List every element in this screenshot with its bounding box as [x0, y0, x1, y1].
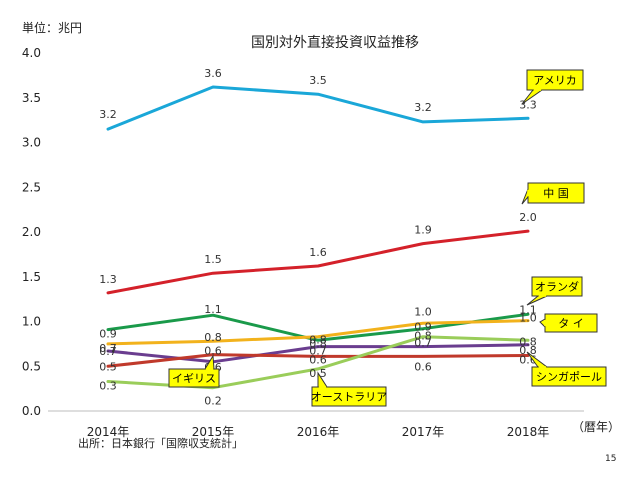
y-tick-label: 0.5 [22, 359, 41, 373]
data-label: 3.5 [309, 74, 327, 87]
series-line-5 [106, 353, 530, 368]
data-label: 1.5 [204, 253, 222, 266]
unit-label: 単位：兆円 [22, 20, 82, 35]
data-label: 0.5 [99, 360, 117, 373]
data-label: 0.7 [309, 345, 327, 358]
callout-box [531, 366, 607, 387]
y-tick-label: 3.0 [22, 136, 41, 150]
y-axis-ticks: 0.0 0.5 1.0 1.5 2.0 2.5 3.0 3.5 4.0 [22, 46, 41, 418]
data-label: 0.9 [414, 321, 432, 334]
callout-2: オランダ [526, 276, 583, 306]
y-tick-label: 2.5 [22, 180, 41, 194]
callout-4: シンガポール [526, 351, 607, 387]
data-label: 3.2 [414, 101, 432, 114]
callout-box [531, 276, 583, 297]
data-label: 0.8 [414, 330, 432, 343]
plot-area: 0.00.51.01.52.02.53.03.54.0 2014年 2015年 20… [22, 46, 607, 439]
legend-label: 中 国 [543, 187, 569, 200]
data-label: 0.7 [99, 345, 117, 358]
legend-label: シンガポール [536, 371, 602, 384]
callout-6: オーストラリア [311, 371, 387, 407]
legend-label: オーストラリア [311, 391, 387, 404]
series-line-1 [106, 229, 530, 295]
data-label: 3.2 [99, 108, 117, 121]
x-tick-label: 2016年 [297, 425, 340, 439]
data-label: 0.7 [99, 342, 117, 355]
callout-0: アメリカ [521, 69, 584, 105]
callout-box [311, 386, 387, 407]
data-label: 0.2 [204, 395, 222, 408]
data-label: 0.6 [414, 360, 432, 373]
y-tick-label: 0.0 [22, 404, 41, 418]
x-axis-ticks: 2014年 2015年 2016年 2017年 2018年 [87, 425, 550, 439]
y-tick-label: 3.5 [22, 91, 41, 105]
y-tick-label: 2.0 [22, 225, 41, 239]
data-label: 1.3 [99, 273, 117, 286]
data-label: 0.8 [309, 334, 327, 347]
data-label: 1.1 [204, 303, 222, 316]
data-label: 0.8 [519, 344, 537, 357]
legend-label: タ イ [558, 317, 584, 330]
legend-label: アメリカ [533, 74, 576, 87]
x-tick-label: 2017年 [402, 425, 445, 439]
data-label: 0.9 [99, 328, 117, 341]
legend-label: オランダ [535, 280, 579, 294]
callout-3: タ イ [539, 313, 598, 333]
data-label: 1.6 [309, 246, 327, 259]
callout-pointer [521, 188, 529, 205]
series-line-3 [106, 319, 530, 346]
source-note: 出所：日本銀行「国際収支統計」 [78, 436, 243, 450]
series-line-0 [106, 85, 530, 131]
callout-1: 中 国 [521, 182, 585, 205]
data-label: 1.0 [519, 312, 537, 325]
legend-label: イギリス [172, 372, 216, 385]
data-label: 0.8 [309, 337, 327, 350]
data-label: 0.7 [414, 337, 432, 350]
callout-5: イギリス [168, 354, 220, 388]
data-label: 0.6 [204, 345, 222, 358]
data-label: 1.9 [414, 224, 432, 237]
data-label: 2.0 [519, 211, 537, 224]
callout-box [168, 368, 220, 388]
x-axis-unit-label: （暦年） [572, 420, 620, 434]
data-label: 0.3 [99, 379, 117, 392]
x-tick-label: 2018年 [507, 425, 550, 439]
x-tick-label: 2014年 [87, 425, 130, 439]
y-tick-label: 1.5 [22, 270, 41, 284]
data-label: 1.0 [414, 305, 432, 318]
series-lines [106, 85, 530, 390]
callout-pointer [526, 295, 548, 306]
chart-title: 国別対外直接投資収益推移 [251, 34, 419, 51]
data-label: 0.8 [519, 335, 537, 348]
y-tick-label: 4.0 [22, 46, 41, 60]
page-number: 15 [605, 454, 616, 464]
data-label: 0.8 [204, 331, 222, 344]
y-tick-label: 1.0 [22, 315, 41, 329]
data-label: 0.6 [309, 353, 327, 366]
data-label: 1.1 [519, 303, 537, 316]
data-labels: 3.23.63.53.2 3.31.31.51.61.92.00.91.10.80… [99, 67, 537, 408]
data-label: 3.6 [204, 67, 222, 80]
x-tick-label: 2015年 [192, 425, 235, 439]
callout-box [526, 69, 584, 91]
